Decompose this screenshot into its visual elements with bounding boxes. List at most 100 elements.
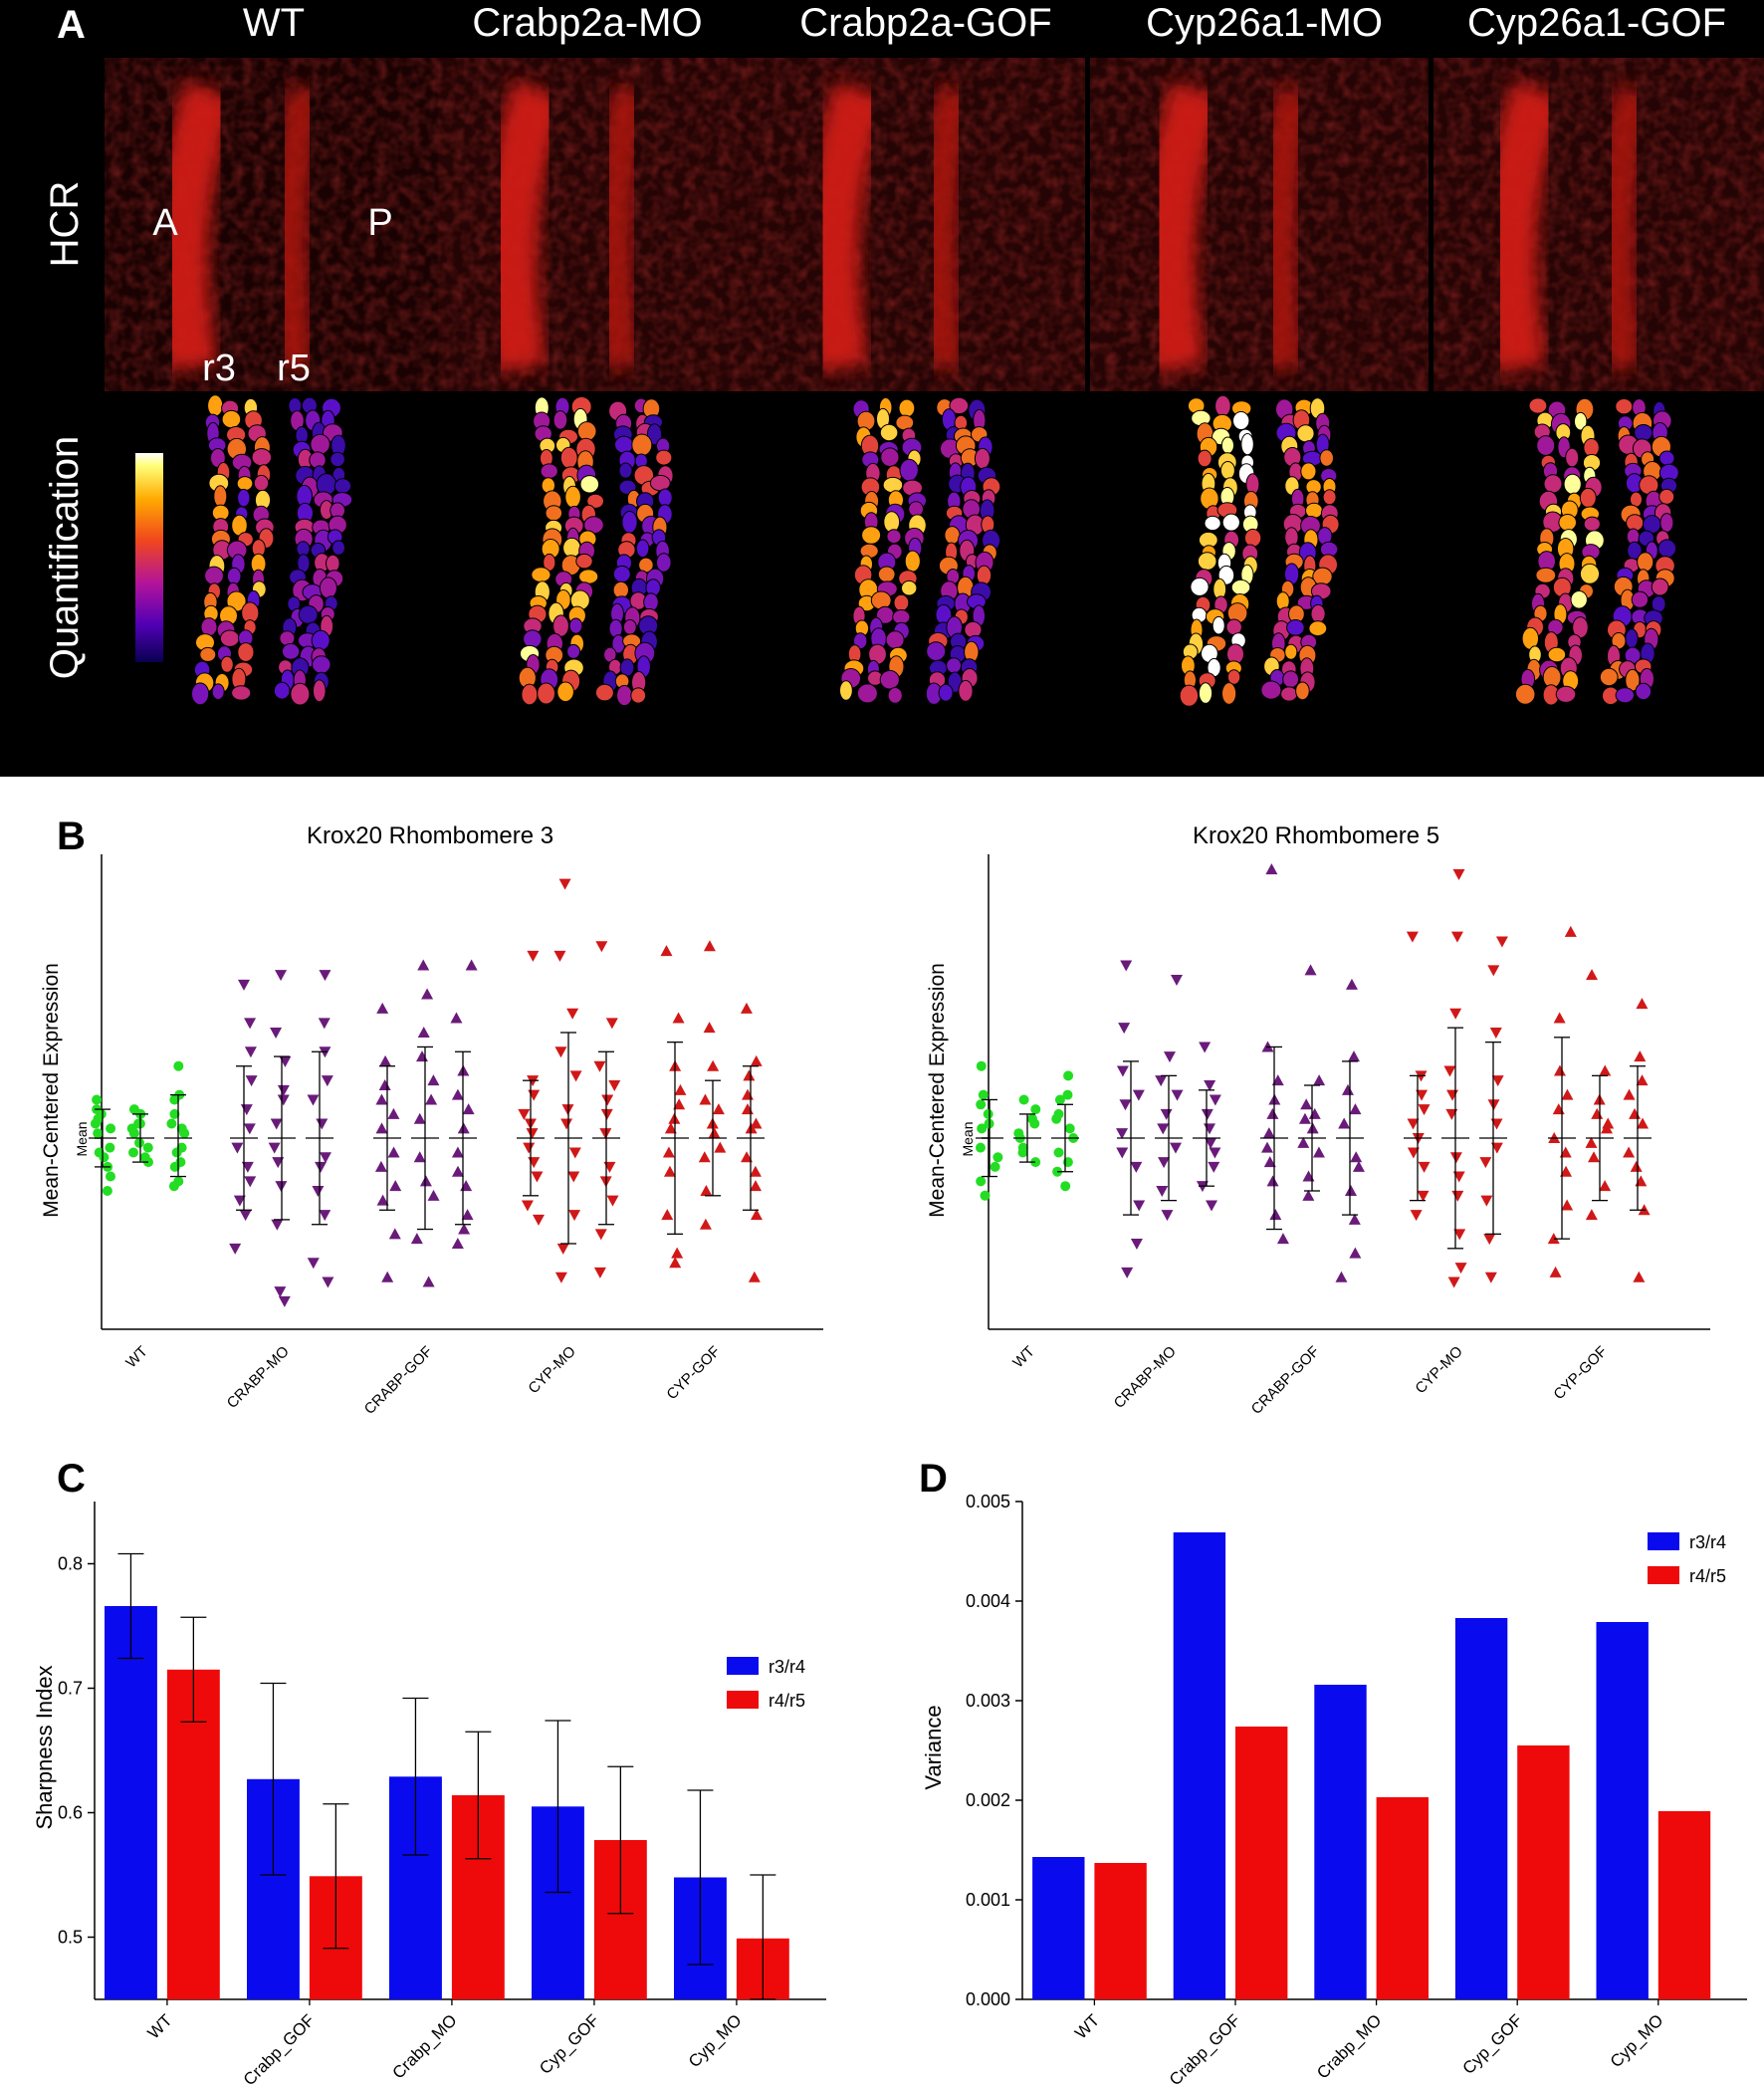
cell-r3 bbox=[586, 493, 604, 509]
cell-r3 bbox=[1226, 669, 1241, 685]
data-point bbox=[662, 1146, 675, 1158]
data-point bbox=[1206, 1200, 1218, 1212]
data-point bbox=[1591, 1107, 1604, 1119]
cell-r5 bbox=[946, 657, 962, 674]
cell-r5 bbox=[622, 618, 637, 635]
data-point bbox=[669, 1257, 682, 1269]
cell-r5 bbox=[618, 462, 633, 479]
cell-r3 bbox=[1574, 411, 1588, 431]
cell-r3 bbox=[877, 566, 896, 583]
data-point bbox=[748, 1271, 761, 1282]
data-point bbox=[1263, 1156, 1276, 1168]
cell-r3 bbox=[199, 646, 217, 662]
x-tick-label: Cyp_GOF bbox=[1458, 2010, 1526, 2078]
cell-r5 bbox=[1300, 462, 1317, 481]
x-tick-label: WT bbox=[1009, 1343, 1038, 1372]
data-point bbox=[980, 1190, 991, 1201]
data-point bbox=[425, 1093, 438, 1105]
data-point bbox=[139, 1152, 150, 1163]
x-tick-label: CYP-GOF bbox=[663, 1343, 723, 1403]
cell-r3 bbox=[892, 609, 911, 625]
data-point bbox=[381, 1271, 394, 1282]
data-point bbox=[593, 1267, 606, 1278]
data-point bbox=[379, 1054, 392, 1066]
hcr-image-4 bbox=[1433, 58, 1764, 391]
data-point bbox=[1116, 1065, 1129, 1077]
panel-d: D Variance 0.0000.0010.0020.0030.0040.00… bbox=[919, 1457, 1747, 2087]
y-tick-label: 0.001 bbox=[966, 1890, 1010, 1910]
cell-r3 bbox=[1579, 487, 1597, 509]
bar bbox=[1517, 1745, 1570, 1999]
cell-r5 bbox=[926, 641, 947, 661]
data-point bbox=[1063, 1070, 1074, 1081]
data-point bbox=[1585, 1136, 1598, 1148]
data-point bbox=[416, 1050, 429, 1062]
data-point bbox=[1297, 1136, 1310, 1148]
data-point bbox=[707, 1059, 720, 1071]
cell-r3 bbox=[545, 505, 563, 522]
cell-r5 bbox=[281, 642, 301, 660]
x-tick-label: Cyp_MO bbox=[685, 2010, 746, 2071]
data-point bbox=[1120, 960, 1133, 972]
data-point bbox=[244, 1018, 257, 1030]
data-point bbox=[1635, 1175, 1648, 1187]
data-point bbox=[743, 1069, 756, 1081]
data-point bbox=[992, 1152, 1003, 1163]
legend-label: r3/r4 bbox=[769, 1657, 805, 1677]
data-point bbox=[990, 1161, 1000, 1172]
chart-b2-ylabel: Mean-Centered Expression bbox=[926, 963, 949, 1218]
data-point bbox=[1553, 1012, 1566, 1024]
x-tick-label: Cyp_MO bbox=[1607, 2010, 1667, 2071]
cell-r3 bbox=[251, 448, 273, 467]
data-point bbox=[451, 1146, 464, 1158]
y-tick-label: 0.7 bbox=[58, 1679, 83, 1699]
cell-r5 bbox=[631, 433, 653, 457]
cell-r3 bbox=[1579, 563, 1601, 584]
data-point bbox=[699, 1218, 712, 1230]
cell-r5 bbox=[312, 655, 331, 674]
rhombomere-label-r3: r3 bbox=[202, 348, 236, 389]
data-point bbox=[270, 1028, 283, 1039]
data-point bbox=[1335, 1271, 1348, 1282]
data-point bbox=[1209, 1094, 1221, 1106]
data-point bbox=[1276, 1233, 1289, 1245]
chart-c-ylabel: Sharpness Index bbox=[32, 1665, 57, 1829]
bar bbox=[1454, 1618, 1508, 1999]
legend-swatch bbox=[727, 1691, 759, 1709]
cell-r5 bbox=[313, 679, 327, 703]
data-point bbox=[1449, 1008, 1462, 1020]
y-tick-label: 0.002 bbox=[966, 1790, 1010, 1810]
cell-r5 bbox=[1634, 424, 1654, 442]
data-point bbox=[1634, 1050, 1647, 1062]
data-point bbox=[1344, 1185, 1357, 1196]
cell-r5 bbox=[290, 682, 311, 706]
cell-r3 bbox=[1221, 682, 1237, 705]
data-point bbox=[1450, 931, 1463, 943]
hcr-stripe-r5 bbox=[1258, 86, 1312, 371]
hcr-stripe-r3 bbox=[153, 80, 238, 373]
cell-r3 bbox=[879, 423, 899, 442]
legend-label: r4/r5 bbox=[1689, 1566, 1726, 1586]
data-point bbox=[661, 1209, 674, 1221]
data-point bbox=[277, 1094, 290, 1106]
data-point bbox=[1410, 1210, 1423, 1222]
data-point bbox=[521, 1200, 534, 1212]
cell-r3 bbox=[576, 421, 597, 442]
legend-swatch bbox=[1648, 1566, 1679, 1584]
data-point bbox=[387, 1107, 400, 1119]
cell-r3 bbox=[1583, 516, 1601, 532]
data-point bbox=[1349, 1247, 1362, 1259]
data-point bbox=[712, 1103, 725, 1115]
chart-d-variance: 0.000 0.001 0.002 0.003 0.004 0.005 WT Crabp_GO… bbox=[966, 1492, 1747, 2087]
data-point bbox=[1586, 969, 1599, 981]
data-point bbox=[375, 1122, 388, 1134]
data-point bbox=[1630, 1160, 1643, 1172]
data-point bbox=[1018, 1094, 1029, 1105]
chart-b1-ylabel: Mean-Centered Expression bbox=[40, 963, 63, 1218]
cell-r5 bbox=[1599, 667, 1619, 687]
hcr-image-3 bbox=[1090, 58, 1429, 391]
cell-r5 bbox=[1280, 686, 1298, 702]
cell-r3 bbox=[1565, 447, 1580, 468]
data-point bbox=[387, 1146, 400, 1158]
cell-r3 bbox=[1240, 433, 1254, 456]
